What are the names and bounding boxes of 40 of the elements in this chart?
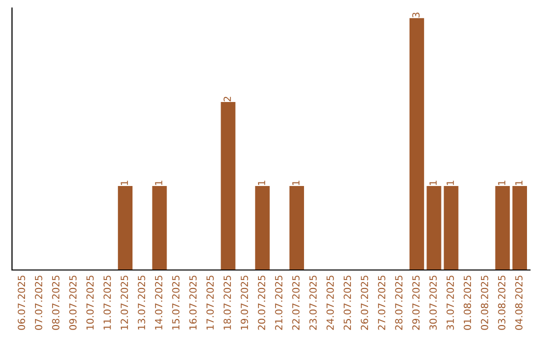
x-tick-label: 23.07.2025 xyxy=(309,276,317,330)
data-label: 1 xyxy=(258,180,266,185)
x-tick-label: 03.08.2025 xyxy=(498,276,506,330)
data-label: 1 xyxy=(515,180,522,185)
x-tick-label: 24.07.2025 xyxy=(326,276,334,330)
x-tick-label: 07.07.2025 xyxy=(34,276,42,330)
x-tick-label: 04.08.2025 xyxy=(515,276,523,330)
x-tick-label: 09.07.2025 xyxy=(69,276,77,330)
data-label: 2 xyxy=(224,96,231,102)
x-tick-label: 18.07.2025 xyxy=(224,276,231,330)
data-label: 1 xyxy=(292,180,300,185)
data-label: 1 xyxy=(430,180,437,185)
x-tick-label: 12.07.2025 xyxy=(120,276,128,330)
x-tick-label: 17.07.2025 xyxy=(206,276,214,330)
x-tick-label: 22.07.2025 xyxy=(292,276,300,330)
x-tick-label: 26.07.2025 xyxy=(360,276,368,330)
x-tick-label: 28.07.2025 xyxy=(395,276,402,330)
x-tick-label: 29.07.2025 xyxy=(412,276,420,330)
x-tick-label: 25.07.2025 xyxy=(344,276,352,330)
x-tick-label: 02.08.2025 xyxy=(480,276,488,330)
x-tick-label: 08.07.2025 xyxy=(52,276,60,330)
x-tick-label: 15.07.2025 xyxy=(172,276,180,330)
x-tick-label: 27.07.2025 xyxy=(378,276,386,330)
data-label: 1 xyxy=(120,180,128,185)
data-label: 1 xyxy=(155,180,162,185)
x-tick-label: 01.08.2025 xyxy=(464,276,472,330)
x-tick-label: 19.07.2025 xyxy=(240,276,248,330)
x-tick-label: 13.07.2025 xyxy=(138,276,146,330)
x-tick-label: 20.07.2025 xyxy=(258,276,266,330)
x-tick-label: 30.07.2025 xyxy=(429,276,437,330)
data-label: 3 xyxy=(412,12,420,18)
data-label: 1 xyxy=(446,180,454,185)
x-tick-label: 10.07.2025 xyxy=(86,276,94,330)
x-tick-label: 06.07.2025 xyxy=(18,276,26,330)
x-tick-label: 11.07.2025 xyxy=(104,276,111,330)
x-tick-label: 14.07.2025 xyxy=(154,276,162,330)
x-tick-label: 21.07.2025 xyxy=(275,276,282,330)
x-tick-label: 31.07.2025 xyxy=(446,276,454,330)
data-label: 1 xyxy=(498,180,506,185)
x-tick-label: 16.07.2025 xyxy=(189,276,197,330)
